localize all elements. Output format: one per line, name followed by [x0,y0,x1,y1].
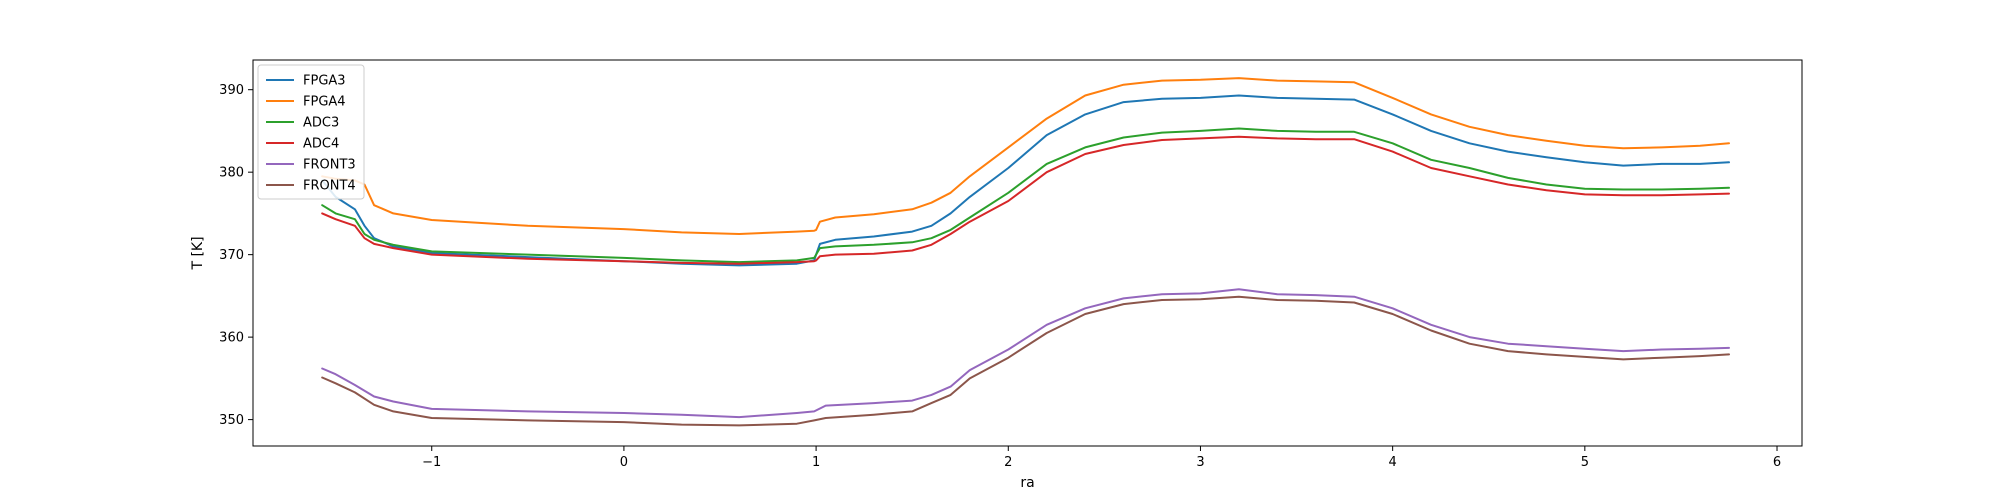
y-axis-label: T [K] [190,236,206,270]
series-line-adc4 [321,135,1730,265]
legend-label-front4: FRONT4 [303,179,356,194]
legend-label-fpga4: FPGA4 [303,95,346,110]
x-tick-label: 1 [812,455,820,470]
y-tick-label: 370 [219,248,244,263]
legend-label-fpga3: FPGA3 [303,74,346,89]
x-tick-label: 0 [620,455,628,470]
x-axis: −1 0 1 2 3 4 5 6 [422,446,1781,470]
x-tick-label: 6 [1773,455,1781,470]
legend: FPGA3 FPGA4 ADC3 ADC4 FRONT3 FRONT4 [257,64,365,200]
y-tick-label: 350 [219,413,244,428]
x-tick-label: 4 [1389,455,1397,470]
x-tick-label: −1 [422,455,441,470]
x-axis-label: ra [1020,475,1034,491]
y-axis: 350 360 370 380 390 [219,83,253,428]
y-tick-label: 390 [219,83,244,98]
series-line-front3 [321,288,1730,419]
y-tick-label: 380 [219,166,244,181]
legend-label-adc3: ADC3 [303,116,339,131]
x-tick-label: 3 [1196,455,1204,470]
series-line-front4 [321,295,1730,427]
legend-box [257,64,365,200]
series-line-fpga3 [321,94,1730,267]
x-tick-label: 5 [1581,455,1589,470]
x-tick-label: 2 [1004,455,1012,470]
plot-series [321,77,1730,427]
series-line-adc3 [321,127,1730,264]
series-line-fpga4 [321,77,1730,235]
plot-frame [252,59,1803,447]
legend-label-front3: FRONT3 [303,158,356,173]
legend-label-adc4: ADC4 [303,137,339,152]
y-tick-label: 360 [219,331,244,346]
